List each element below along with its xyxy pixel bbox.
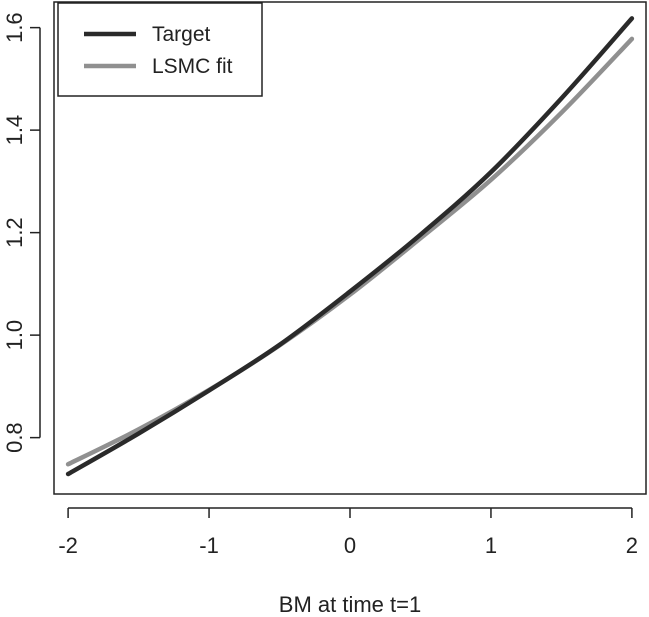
series-layer bbox=[65, 16, 635, 477]
series-line-lsmc-fit bbox=[65, 36, 635, 467]
legend: Target LSMC fit bbox=[57, 2, 263, 97]
y-tick-label: 1.4 bbox=[2, 115, 27, 146]
y-axis: 0.8 1.0 1.2 1.4 1.6 bbox=[2, 12, 41, 453]
plot-frame bbox=[53, 1, 647, 495]
y-tick-label: 1.0 bbox=[2, 320, 27, 351]
x-tick-label: 1 bbox=[485, 533, 497, 558]
x-tick-label: 0 bbox=[344, 533, 356, 558]
x-tick-label: -1 bbox=[199, 533, 219, 558]
x-tick-label: -2 bbox=[58, 533, 78, 558]
legend-label-lsmc-fit: LSMC fit bbox=[152, 55, 233, 78]
series-line-target bbox=[65, 16, 635, 477]
legend-label-target: Target bbox=[152, 23, 211, 46]
x-axis-title: BM at time t=1 bbox=[279, 592, 421, 617]
legend-box bbox=[57, 2, 263, 97]
x-axis: -2 -1 0 1 2 bbox=[58, 507, 638, 558]
y-tick-label: 1.6 bbox=[2, 12, 27, 43]
y-tick-label: 1.2 bbox=[2, 217, 27, 248]
y-tick-label: 0.8 bbox=[2, 422, 27, 453]
x-tick-label: 2 bbox=[626, 533, 638, 558]
